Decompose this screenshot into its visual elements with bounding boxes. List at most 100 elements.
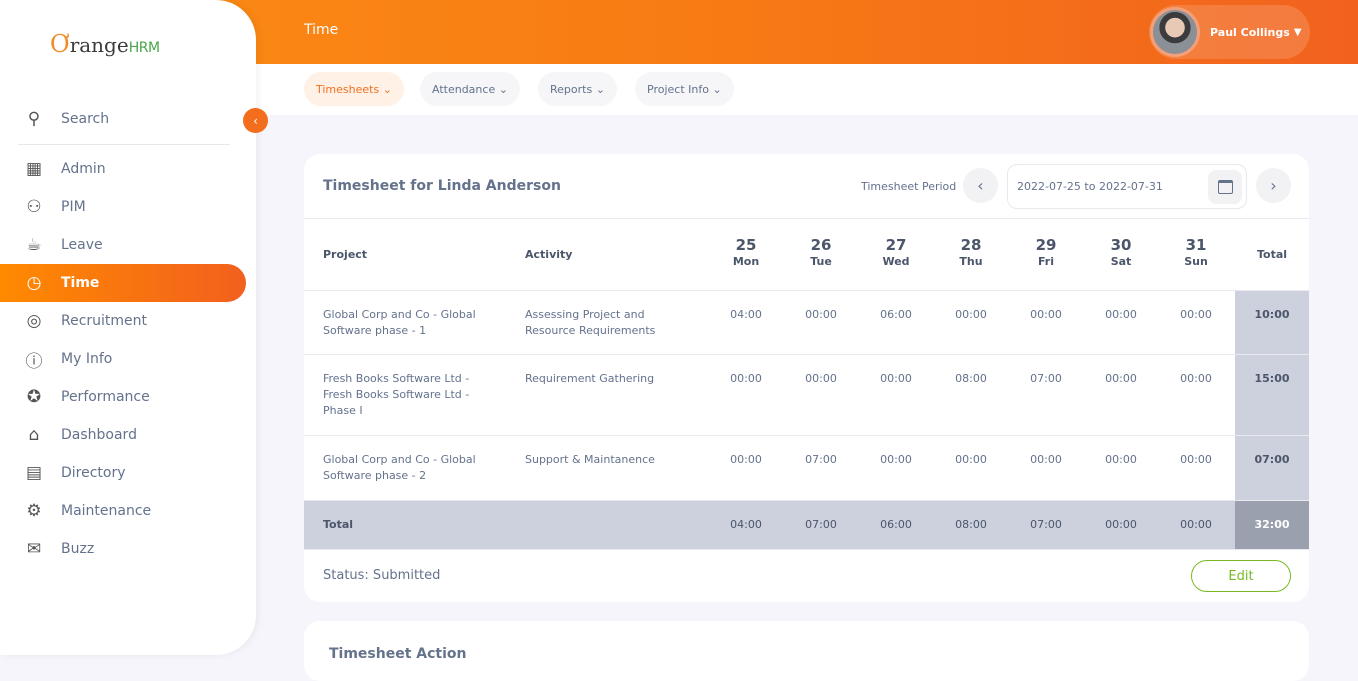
divider: [304, 549, 1309, 550]
edit-button[interactable]: Edit: [1191, 560, 1291, 592]
day-total: 08:00: [955, 518, 987, 531]
myinfo-icon: ⓘ: [25, 351, 43, 372]
hours-cell: 00:00: [730, 372, 762, 385]
hours-cell: 00:00: [880, 372, 912, 385]
hours-cell: 06:00: [880, 308, 912, 321]
row-total: 07:00: [1254, 453, 1290, 466]
col-day: 27 Wed: [882, 236, 910, 268]
tab-attendance[interactable]: Attendance ⌄: [420, 72, 520, 106]
search-icon: ⚲: [27, 109, 41, 129]
activity-cell: Support & Maintanence: [525, 453, 655, 466]
timesheet-card: Timesheet for Linda Anderson Timesheet P…: [304, 154, 1309, 602]
hours-cell: 07:00: [805, 453, 837, 466]
performance-icon: ✪: [26, 387, 42, 407]
table-row: Fresh Books Software Ltd - Fresh Books S…: [304, 354, 1309, 435]
hours-cell: 00:00: [1105, 372, 1137, 385]
period-input[interactable]: 2022-07-25 to 2022-07-31: [1007, 164, 1247, 209]
hours-cell: 00:00: [1180, 372, 1212, 385]
admin-icon: ▦: [25, 159, 43, 179]
sidebar-item-my-info[interactable]: ⓘ My Info: [0, 340, 246, 378]
dashboard-icon: ⌂: [28, 425, 40, 445]
timesheet-title: Timesheet for Linda Anderson: [323, 178, 561, 194]
previous-period-button[interactable]: ‹: [963, 168, 998, 203]
table-row: Global Corp and Co - Global Software pha…: [304, 435, 1309, 500]
hours-cell: 00:00: [1105, 308, 1137, 321]
buzz-icon: ✉: [26, 539, 42, 559]
chevron-right-icon: ›: [1270, 176, 1277, 195]
time-icon: ◷: [26, 273, 42, 293]
sidebar-item-label: PIM: [61, 199, 86, 215]
sidebar-item-label: Maintenance: [61, 503, 152, 519]
col-day: 29 Fri: [1035, 236, 1057, 268]
sidebar-search[interactable]: ⚲ Search: [0, 100, 246, 138]
col-day: 26 Tue: [810, 236, 832, 268]
collapse-sidebar-button[interactable]: ‹: [243, 108, 268, 133]
day-total: 00:00: [1180, 518, 1212, 531]
user-menu[interactable]: Paul Collings ▼: [1149, 5, 1310, 59]
sidebar-item-time[interactable]: ◷ Time: [0, 264, 246, 302]
timesheet-action-card: Timesheet Action: [304, 621, 1309, 681]
sidebar-item-label: Performance: [61, 389, 150, 405]
sidebar-item-label: Buzz: [61, 541, 95, 557]
project-cell: Global Corp and Co - Global Software pha…: [323, 453, 476, 482]
maintenance-icon: ⚙: [26, 501, 42, 521]
chevron-down-icon: ⌄: [595, 82, 605, 96]
period-label: Timesheet Period: [861, 180, 957, 193]
directory-icon: ▤: [25, 463, 43, 483]
search-label: Search: [61, 111, 110, 127]
table-row: Global Corp and Co - Global Software pha…: [304, 290, 1309, 354]
hours-cell: 00:00: [805, 308, 837, 321]
tab-timesheets[interactable]: Timesheets ⌄: [304, 72, 404, 106]
day-total: 07:00: [805, 518, 837, 531]
timesheet-action-title: Timesheet Action: [329, 646, 467, 662]
sidebar: ƠrangeHRM ⚲ Search ▦ Admin ⚇ PIM ☕ Leave ◷ Time…: [0, 0, 256, 655]
leave-icon: ☕: [26, 235, 42, 255]
chevron-down-icon: ⌄: [498, 82, 508, 96]
sidebar-item-dashboard[interactable]: ⌂ Dashboard: [0, 416, 246, 454]
next-period-button[interactable]: ›: [1256, 168, 1291, 203]
hours-cell: 04:00: [730, 308, 762, 321]
hours-cell: 00:00: [1030, 453, 1062, 466]
hours-cell: 00:00: [1180, 453, 1212, 466]
sub-navigation: Timesheets ⌄ Attendance ⌄ Reports ⌄ Proj…: [256, 64, 1358, 115]
activity-cell: Assessing Project and Resource Requireme…: [525, 308, 656, 337]
col-total: Total: [1256, 248, 1288, 261]
col-project: Project: [323, 248, 368, 261]
hours-cell: 07:00: [1030, 372, 1062, 385]
hours-cell: 00:00: [955, 308, 987, 321]
sidebar-item-label: Time: [61, 275, 100, 291]
logo[interactable]: ƠrangeHRM: [50, 30, 160, 58]
row-total: 15:00: [1254, 372, 1290, 385]
grand-total: 32:00: [1254, 518, 1290, 531]
hours-cell: 00:00: [1030, 308, 1062, 321]
calendar-button[interactable]: [1208, 170, 1242, 204]
sidebar-item-performance[interactable]: ✪ Performance: [0, 378, 246, 416]
sidebar-item-leave[interactable]: ☕ Leave: [0, 226, 246, 264]
tab-project-info[interactable]: Project Info ⌄: [635, 72, 734, 106]
calendar-icon: [1217, 180, 1233, 194]
col-day: 28 Thu: [959, 236, 983, 268]
totals-label: Total: [323, 518, 354, 531]
project-cell: Global Corp and Co - Global Software pha…: [323, 308, 476, 337]
totals-row: Total 04:00 07:00 06:00 08:00 07:00 00:00 00:00…: [304, 500, 1309, 549]
day-total: 04:00: [730, 518, 762, 531]
chevron-left-icon: ‹: [977, 176, 984, 195]
sidebar-item-label: My Info: [61, 351, 113, 367]
user-name: Paul Collings: [1210, 25, 1290, 39]
tab-reports[interactable]: Reports ⌄: [538, 72, 617, 106]
hours-cell: 00:00: [955, 453, 987, 466]
sidebar-item-maintenance[interactable]: ⚙ Maintenance: [0, 492, 246, 530]
chevron-down-icon: ⌄: [382, 82, 392, 96]
pim-icon: ⚇: [26, 197, 42, 217]
sidebar-item-buzz[interactable]: ✉ Buzz: [0, 530, 246, 568]
chevron-down-icon: ⌄: [712, 82, 722, 96]
sidebar-item-recruitment[interactable]: ◎ Recruitment: [0, 302, 246, 340]
sidebar-item-pim[interactable]: ⚇ PIM: [0, 188, 246, 226]
sidebar-item-directory[interactable]: ▤ Directory: [0, 454, 246, 492]
project-cell: Fresh Books Software Ltd - Fresh Books S…: [323, 372, 470, 417]
hours-cell: 08:00: [955, 372, 987, 385]
col-day: 25 Mon: [732, 236, 760, 268]
sidebar-item-label: Admin: [61, 161, 106, 177]
sidebar-item-admin[interactable]: ▦ Admin: [0, 150, 246, 188]
col-day: 31 Sun: [1184, 236, 1208, 268]
